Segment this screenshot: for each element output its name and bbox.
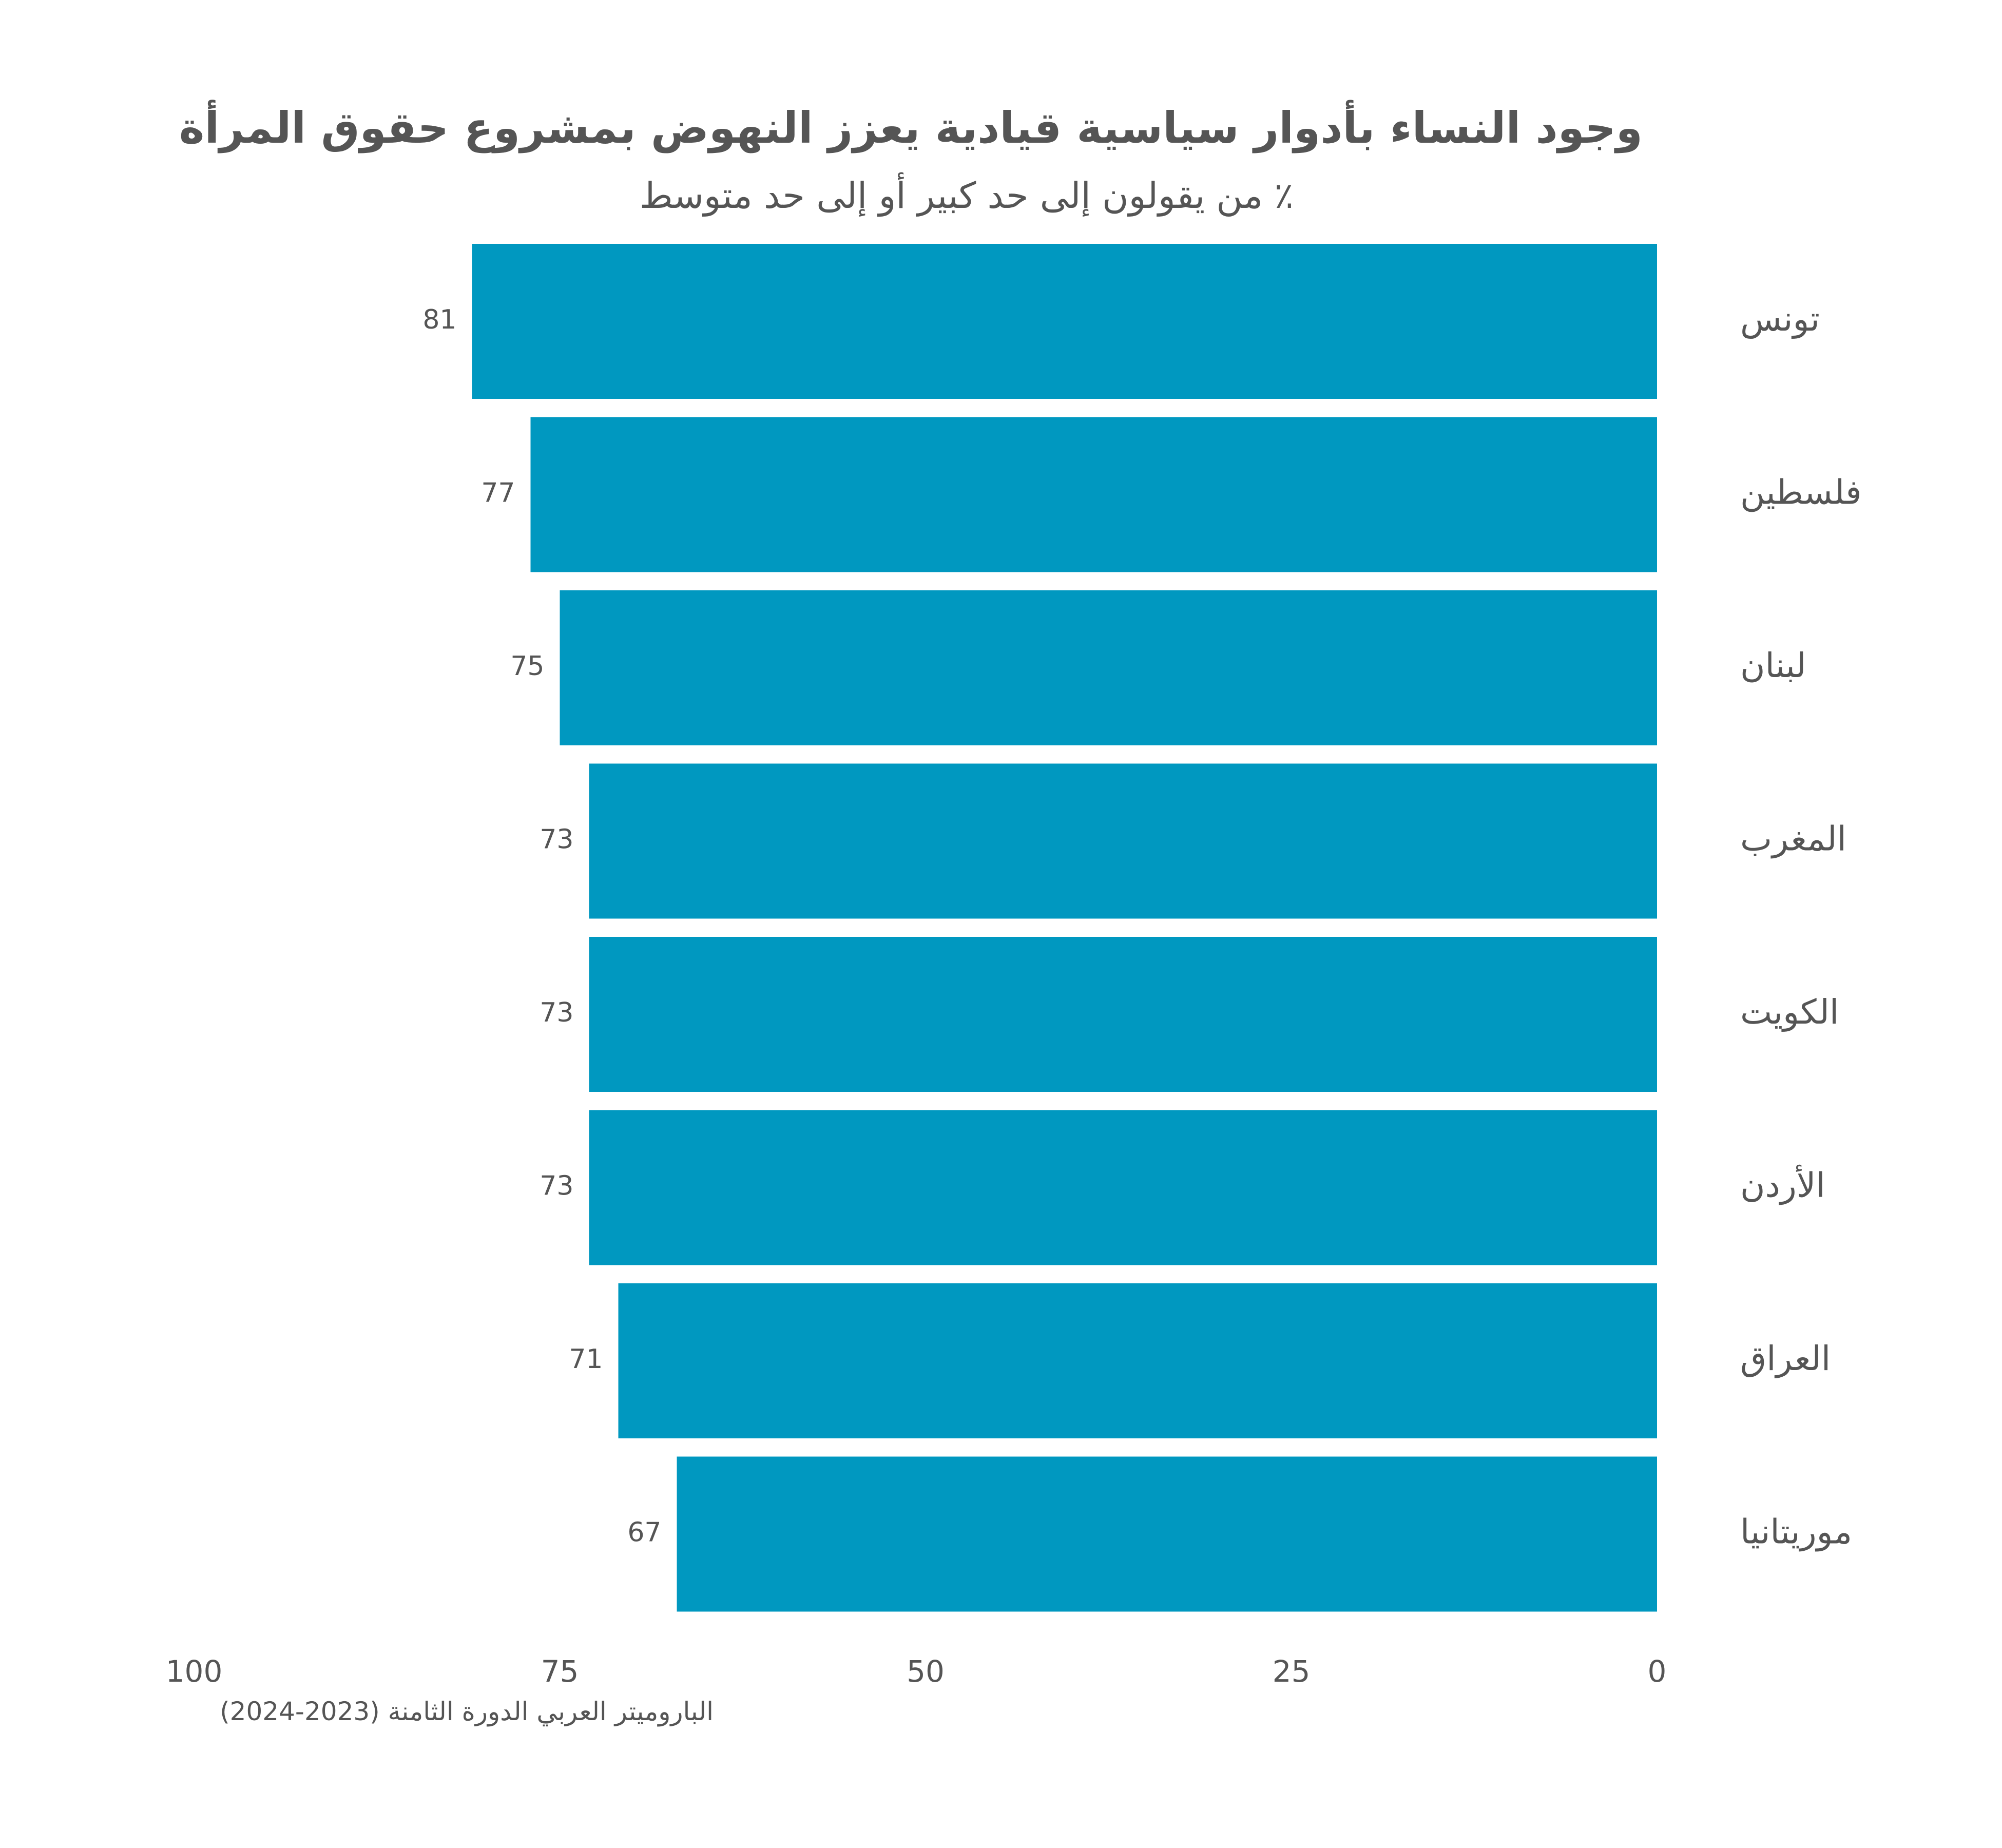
source-note: الباروميتر العربي الدورة الثامنة (2023-2…	[220, 1697, 714, 1726]
category-label-7: العراق	[1740, 1339, 1831, 1378]
bar-3	[560, 590, 1657, 745]
category-label-8: موريتانيا	[1740, 1512, 1852, 1552]
x-tick-label-5: 100	[166, 1654, 223, 1689]
data-label-8: 67	[627, 1517, 661, 1548]
chart-title: وجود النساء بأدوار سياسية قيادية يعزز ال…	[179, 103, 1643, 153]
data-label-5: 73	[540, 997, 573, 1028]
category-label-2: فلسطين	[1740, 473, 1862, 512]
data-label-2: 77	[481, 478, 515, 509]
bar-6	[589, 1110, 1657, 1265]
x-tick-label-2: 25	[1273, 1654, 1311, 1689]
data-label-3: 75	[510, 651, 544, 682]
data-label-4: 73	[540, 824, 573, 855]
bar-2	[530, 417, 1657, 572]
x-tick-label-4: 75	[541, 1654, 579, 1689]
category-label-4: المغرب	[1740, 819, 1846, 859]
x-tick-label-1: 0	[1648, 1654, 1667, 1689]
bar-7	[618, 1283, 1657, 1438]
category-label-1: تونس	[1740, 299, 1820, 339]
bar-5	[589, 937, 1657, 1092]
data-label-1: 81	[422, 304, 456, 335]
bar-4	[589, 763, 1657, 919]
chart-subtitle: ٪ من يقولون إلى حد كبير أو إلى حد متوسط	[639, 175, 1294, 217]
data-label-7: 71	[569, 1344, 603, 1375]
category-label-5: الكويت	[1740, 992, 1839, 1032]
bar-1	[472, 244, 1657, 399]
data-label-6: 73	[540, 1171, 573, 1202]
category-label-3: لبنان	[1740, 646, 1806, 685]
x-tick-label-3: 50	[907, 1654, 945, 1689]
bar-8	[677, 1456, 1657, 1612]
category-label-6: الأردن	[1740, 1164, 1825, 1205]
